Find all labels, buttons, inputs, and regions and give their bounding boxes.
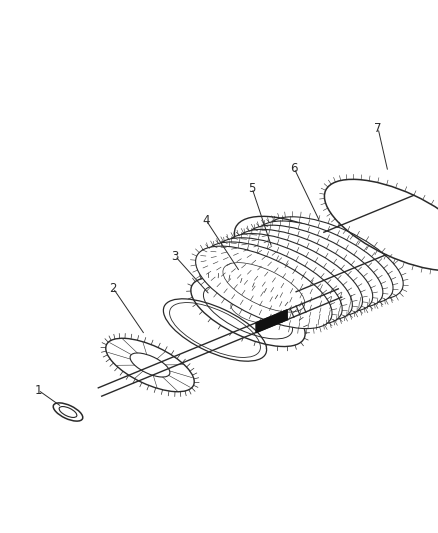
Ellipse shape [196,246,332,328]
Ellipse shape [226,233,363,316]
Ellipse shape [236,229,373,312]
Text: 6: 6 [290,161,298,174]
Text: 1: 1 [34,384,42,397]
Text: 2: 2 [109,281,117,295]
Ellipse shape [206,242,342,325]
Ellipse shape [216,238,353,320]
Polygon shape [256,310,287,333]
Text: 4: 4 [202,214,210,227]
Text: 5: 5 [248,182,256,195]
Ellipse shape [267,217,403,299]
Text: 7: 7 [374,122,382,134]
Text: 3: 3 [171,249,179,262]
Ellipse shape [257,221,393,303]
Ellipse shape [247,225,383,308]
